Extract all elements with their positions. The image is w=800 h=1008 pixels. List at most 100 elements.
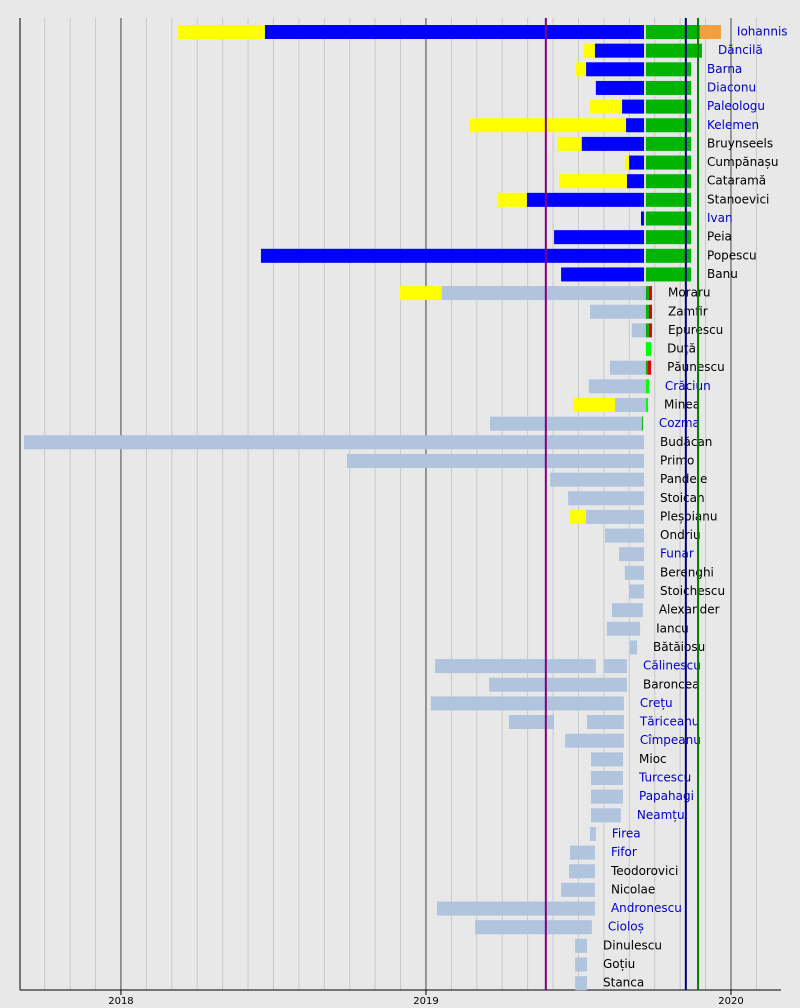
bar-segment — [631, 323, 646, 338]
row-label: Berenghi — [660, 565, 714, 579]
bar-segment — [595, 80, 645, 95]
bar-segment — [606, 621, 641, 636]
row-label: Crețu — [640, 696, 673, 710]
row-label: Fifor — [611, 845, 637, 859]
bar-segment — [557, 136, 582, 151]
row-label: Stanca — [603, 976, 644, 990]
row-label: Nicolae — [611, 882, 655, 896]
bar-segment — [575, 957, 588, 972]
bar-segment — [645, 304, 649, 319]
row-label: Barna — [707, 62, 742, 76]
bar-segment — [615, 398, 646, 412]
bar-segment — [590, 752, 624, 767]
row-label: Iancu — [656, 621, 689, 635]
row-label: Cioloș — [608, 920, 644, 934]
bar-segment — [435, 659, 596, 674]
bar-segment — [645, 211, 692, 226]
bar-segment — [619, 547, 645, 562]
bar-segment — [430, 696, 624, 711]
bar-segment — [645, 118, 692, 133]
row-label: Dăncilă — [718, 43, 763, 57]
bar-segment — [645, 155, 692, 170]
bar-segment — [260, 248, 645, 263]
bar-segment — [645, 25, 700, 39]
bar-segment — [648, 323, 652, 338]
bar-segment — [441, 286, 646, 301]
bar-segment — [469, 118, 627, 133]
bar-segment — [590, 304, 646, 319]
bar-segment — [569, 509, 587, 524]
bar-segment — [641, 211, 645, 226]
bar-segment — [264, 25, 645, 39]
row-label: Duță — [667, 342, 696, 356]
row-label: Firea — [612, 826, 641, 840]
bar-segment — [475, 920, 592, 935]
row-label: Neamțu — [637, 808, 685, 822]
row-label: Primo — [660, 453, 694, 467]
bar-segment — [590, 789, 624, 804]
bar-segment — [641, 416, 643, 431]
bar-segment — [624, 565, 645, 580]
bar-segment — [561, 267, 645, 282]
bar-segment — [645, 136, 692, 151]
row-label: Papahagi — [639, 789, 694, 803]
bar-segment — [699, 25, 721, 39]
bar-segment — [554, 230, 645, 245]
bar-segment — [645, 267, 692, 282]
bar-segment — [645, 248, 692, 263]
bar-segment — [645, 379, 649, 394]
row-label: Crăciun — [665, 379, 711, 393]
row-label: Funar — [660, 547, 694, 561]
row-label: Stoican — [660, 491, 705, 505]
bar-segment — [588, 379, 646, 394]
bar-segment — [626, 174, 645, 189]
row-label: Iohannis — [737, 25, 788, 39]
bar-segment — [648, 304, 652, 319]
bar-segment — [629, 584, 645, 599]
bar-segment — [568, 491, 645, 506]
row-label: Stanoevici — [707, 192, 769, 206]
bar-segment — [645, 192, 692, 207]
bar-segment — [590, 826, 596, 841]
x-tick-label: 2019 — [413, 996, 438, 1007]
bar-segment — [612, 603, 643, 618]
row-label: Zamfir — [668, 304, 708, 318]
bar-segment — [645, 342, 652, 357]
bar-segment — [177, 25, 265, 39]
bar-segment — [630, 640, 638, 655]
bar-segment — [609, 360, 646, 375]
x-tick-label: 2020 — [718, 996, 743, 1007]
bar-segment — [590, 808, 621, 823]
bar-segment — [587, 715, 624, 730]
row-label: Stoichescu — [660, 584, 725, 598]
bar-segment — [590, 99, 623, 114]
row-label: Tăriceanu — [639, 715, 700, 729]
bar-segment — [561, 882, 595, 897]
bar-segment — [569, 864, 595, 879]
bar-segment — [645, 174, 692, 189]
row-label: Popescu — [707, 248, 757, 262]
bar-segment — [490, 416, 642, 431]
row-label: Cataramă — [707, 174, 766, 188]
bar-segment — [645, 398, 649, 412]
bar-segment — [624, 155, 630, 170]
bar-segment — [645, 323, 649, 338]
row-label: Pandele — [660, 472, 707, 486]
bar-segment — [645, 62, 692, 77]
bar-segment — [645, 43, 703, 58]
x-tick-label: 2018 — [108, 996, 133, 1007]
row-label: Bruynseels — [707, 136, 773, 150]
bar-segment — [565, 733, 624, 748]
row-label: Minea — [664, 398, 700, 412]
row-label: Pleșoianu — [660, 509, 717, 523]
row-label: Baroncea — [643, 677, 700, 691]
bar-segment — [346, 453, 645, 468]
row-label: Moraru — [668, 286, 711, 300]
row-label: Diaconu — [707, 80, 756, 94]
bar-segment — [489, 677, 627, 692]
bar-segment — [508, 715, 555, 730]
bar-segment — [626, 118, 645, 133]
row-label: Păunescu — [667, 360, 725, 374]
bar-segment — [572, 398, 616, 412]
